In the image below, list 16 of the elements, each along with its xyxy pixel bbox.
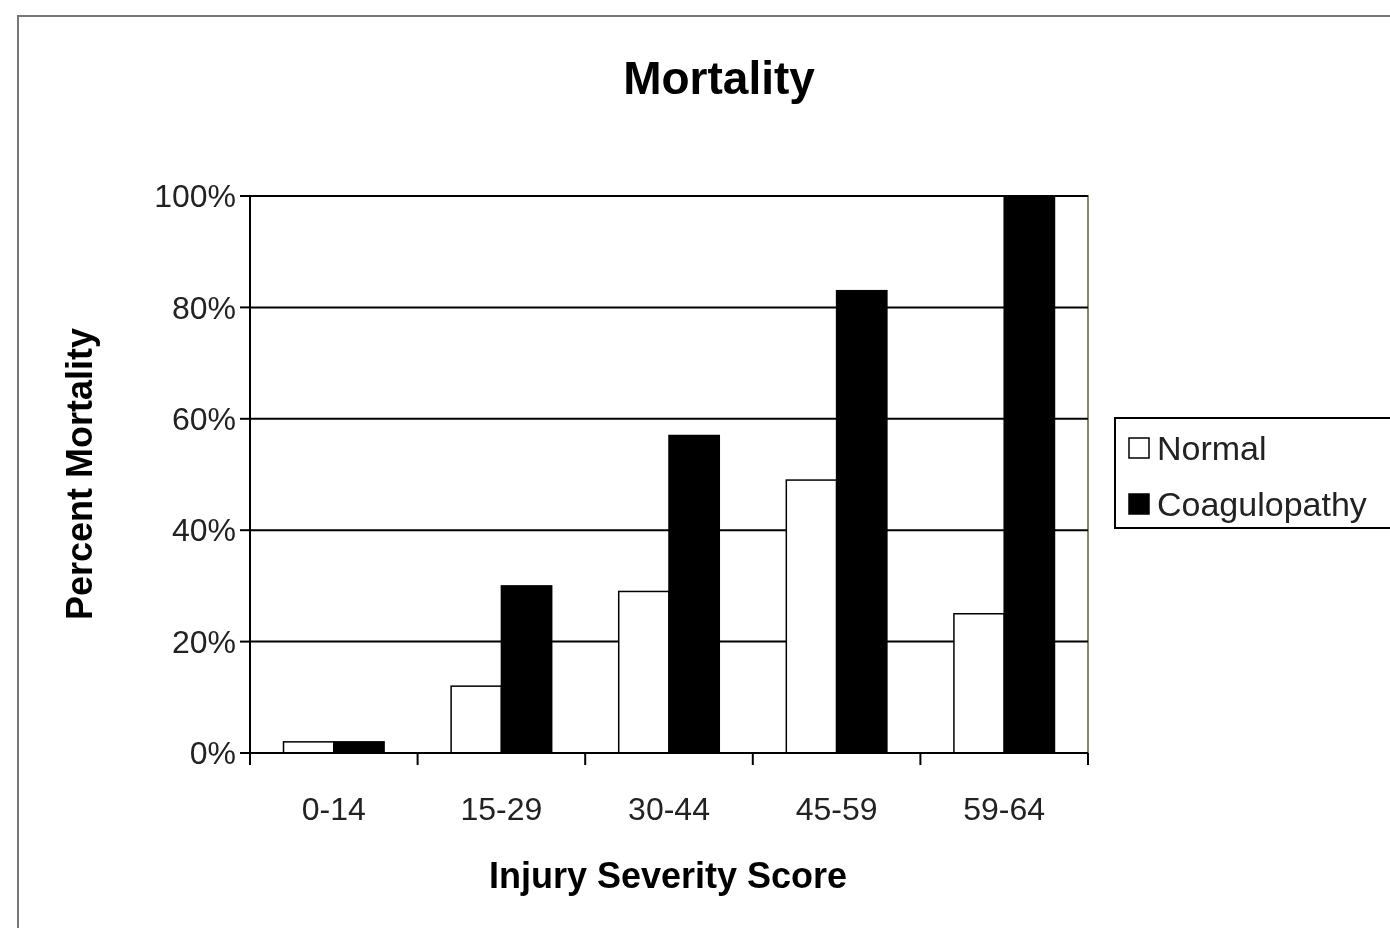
- x-tick-label: 15-29: [460, 791, 543, 827]
- x-tick-label: 0-14: [301, 791, 366, 827]
- y-tick-label: 60%: [171, 401, 236, 437]
- x-axis-title: Injury Severity Score: [488, 855, 848, 896]
- y-tick-label: 40%: [171, 512, 236, 549]
- x-tick-label: 59-64: [963, 791, 1046, 827]
- chart-title: Mortality: [623, 52, 816, 104]
- y-axis-title: Percent Mortality: [59, 327, 100, 621]
- y-tick-label: 100%: [154, 178, 236, 215]
- x-tick-label: 45-59: [795, 791, 878, 827]
- legend-label: Normal: [1157, 428, 1267, 467]
- legend-label: Coagulopathy: [1157, 484, 1367, 523]
- y-tick-label: 0%: [189, 735, 236, 772]
- x-tick-label: 30-44: [628, 791, 710, 827]
- y-tick-label: 20%: [171, 623, 236, 660]
- y-tick-label: 80%: [171, 289, 236, 326]
